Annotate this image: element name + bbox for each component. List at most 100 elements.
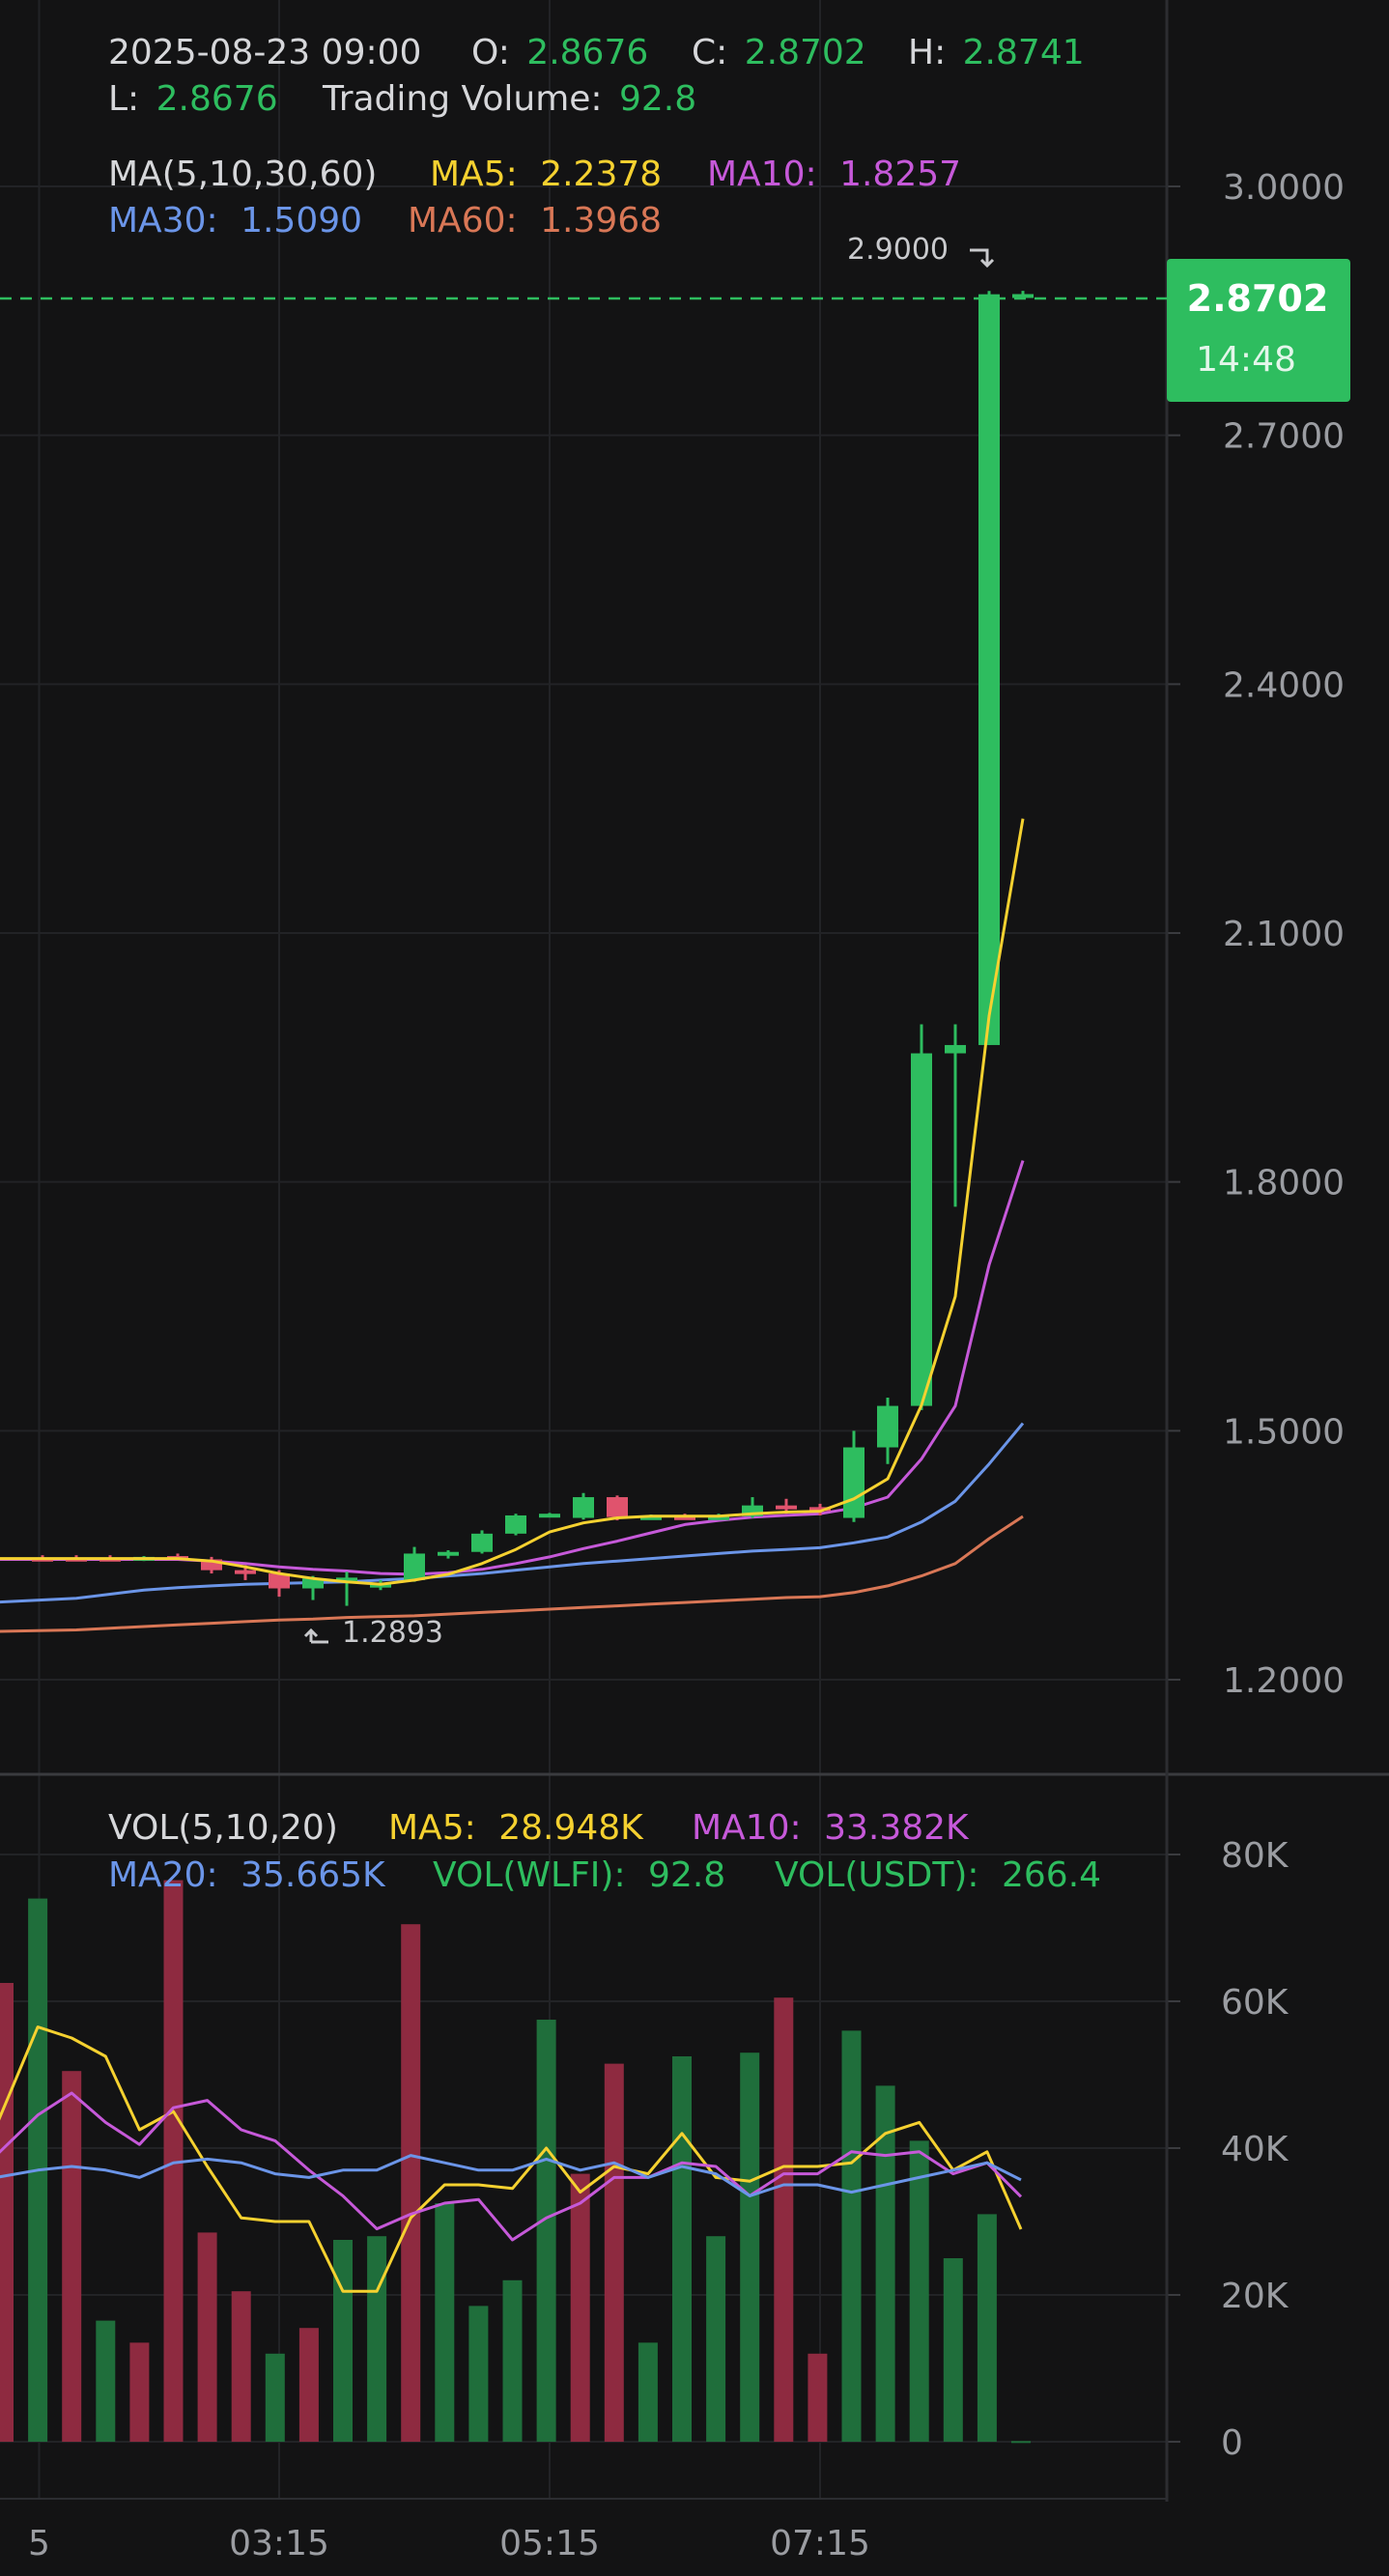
candle[interactable] — [843, 1430, 865, 1522]
ma30-label: MA30: — [108, 201, 218, 241]
volume-bar[interactable] — [774, 1997, 794, 2442]
volume-bar[interactable] — [163, 1880, 184, 2442]
volume-bar[interactable] — [129, 2342, 150, 2442]
candle-body — [269, 1573, 290, 1589]
volume-bar[interactable] — [875, 2085, 895, 2442]
open-label: O: — [471, 33, 510, 72]
price-tick-label: 1.5000 — [1223, 1412, 1345, 1452]
candle-body — [708, 1515, 729, 1520]
price-tag-countdown: 14:48 — [1196, 340, 1296, 380]
volume-label: Trading Volume: — [322, 79, 603, 119]
price-tag-value: 2.8702 — [1187, 277, 1329, 320]
volume-bar[interactable] — [740, 2052, 760, 2442]
volume-bar[interactable] — [0, 1983, 14, 2442]
svg-text:2025-08-23 09:00 O:: 2025-08-23 09:00 O: 2.8676 C: 2.8702 H: … — [108, 33, 1085, 72]
candle-body — [945, 1044, 966, 1054]
candle[interactable] — [471, 1530, 493, 1554]
volume-bar[interactable] — [468, 2306, 489, 2442]
volume-bar[interactable] — [604, 2063, 624, 2442]
volume-bar[interactable] — [1011, 2441, 1031, 2444]
volume-bar[interactable] — [502, 2279, 523, 2442]
candle-body — [978, 294, 1000, 1045]
price-tick-label: 3.0000 — [1223, 168, 1345, 208]
close-value: 2.8702 — [745, 33, 866, 72]
candle-body — [302, 1578, 324, 1589]
volume-ma5-line — [0, 2025, 1023, 2293]
volume-bar[interactable] — [367, 2236, 387, 2442]
volume-bar[interactable] — [333, 2240, 353, 2442]
volume-bar[interactable] — [265, 2353, 285, 2442]
candle-body — [843, 1447, 865, 1518]
volume-bar[interactable] — [570, 2173, 590, 2442]
candle[interactable] — [336, 1571, 357, 1606]
candle[interactable] — [539, 1513, 560, 1518]
candle-body — [404, 1553, 425, 1580]
volume-ma20-line — [0, 2154, 1022, 2197]
candle-body — [201, 1559, 222, 1571]
volume-bar[interactable] — [435, 2203, 455, 2442]
high-marker: 2.9000 — [847, 233, 995, 269]
volume-bar[interactable] — [977, 2214, 997, 2442]
candle[interactable] — [1012, 291, 1034, 298]
vol-ma20-value: 35.665K — [241, 1855, 386, 1895]
volume-tick-label: 0 — [1221, 2423, 1243, 2463]
candle-body — [336, 1577, 357, 1582]
volume-bar[interactable] — [706, 2236, 726, 2442]
candle-body — [539, 1514, 560, 1518]
ma60-label: MA60: — [408, 201, 518, 241]
high-marker-label: 2.9000 — [847, 233, 949, 267]
low-marker-arrow-icon — [303, 1628, 328, 1644]
ma60-value: 1.3968 — [540, 201, 662, 241]
volume-bar[interactable] — [197, 2232, 217, 2442]
candle-body — [776, 1505, 797, 1510]
candle[interactable] — [945, 1024, 966, 1207]
volume-bar[interactable] — [298, 2328, 319, 2442]
vol-ma20-label: MA20: — [108, 1855, 218, 1895]
candle[interactable] — [809, 1503, 831, 1515]
volume-bars[interactable] — [0, 1880, 1031, 2444]
volume-bar[interactable] — [96, 2320, 116, 2442]
volume-ma10-line — [0, 2091, 1023, 2242]
current-price-tag[interactable]: 2.8702 14:48 — [1167, 259, 1350, 402]
candle-body — [911, 1053, 932, 1406]
volume-bar[interactable] — [943, 2258, 963, 2442]
candle[interactable] — [573, 1492, 594, 1520]
volume-bar[interactable] — [536, 2020, 556, 2442]
candle-body — [674, 1515, 695, 1520]
candle[interactable] — [911, 1024, 932, 1410]
candle[interactable] — [607, 1495, 628, 1521]
volume-bar[interactable] — [638, 2342, 658, 2442]
volume-legend: VOL(5,10,20) MA5: 28.948K MA10: 33.382K … — [108, 1808, 1101, 1895]
volume-tick-label: 60K — [1221, 1983, 1290, 2023]
candle[interactable] — [978, 291, 1000, 1045]
candle[interactable] — [877, 1397, 898, 1464]
volume-ma-lines — [0, 2025, 1023, 2293]
volume-bar[interactable] — [808, 2353, 828, 2442]
candle[interactable] — [505, 1514, 526, 1536]
ohlc-header: 2025-08-23 09:00 O: 2.8676 C: 2.8702 H: … — [108, 33, 1085, 119]
candle[interactable] — [404, 1546, 425, 1582]
ma5-label: MA5: — [430, 155, 518, 194]
candle-body — [471, 1533, 493, 1552]
ma10-line-layer — [0, 1160, 1025, 1576]
candle[interactable] — [302, 1575, 324, 1600]
volume-bar[interactable] — [62, 2071, 82, 2442]
high-marker-arrow-icon — [970, 248, 995, 269]
volume-bar[interactable] — [672, 2056, 692, 2442]
time-tick-label: 05:15 — [499, 2524, 600, 2563]
candle-body — [640, 1515, 662, 1520]
svg-text:L: 2.8676 Trading: L: 2.8676 Trading Volume: 92.8 — [108, 79, 696, 119]
svg-text:MA(5,10,30,60) MA5:: MA(5,10,30,60) MA5: 2.2378 MA10: 1.8257 — [108, 155, 961, 194]
price-tick-label: 2.7000 — [1223, 417, 1345, 457]
candles[interactable] — [32, 291, 1034, 1606]
volume-bar[interactable] — [909, 2140, 929, 2442]
volume-bar[interactable] — [401, 1924, 421, 2442]
candle[interactable] — [438, 1550, 459, 1559]
candle-body — [809, 1507, 831, 1512]
candle-body — [742, 1505, 763, 1516]
volume-bar[interactable] — [231, 2291, 251, 2442]
ma10-label: MA10: — [707, 155, 817, 194]
candle-body — [1012, 294, 1034, 298]
volume-bar[interactable] — [841, 2030, 862, 2442]
